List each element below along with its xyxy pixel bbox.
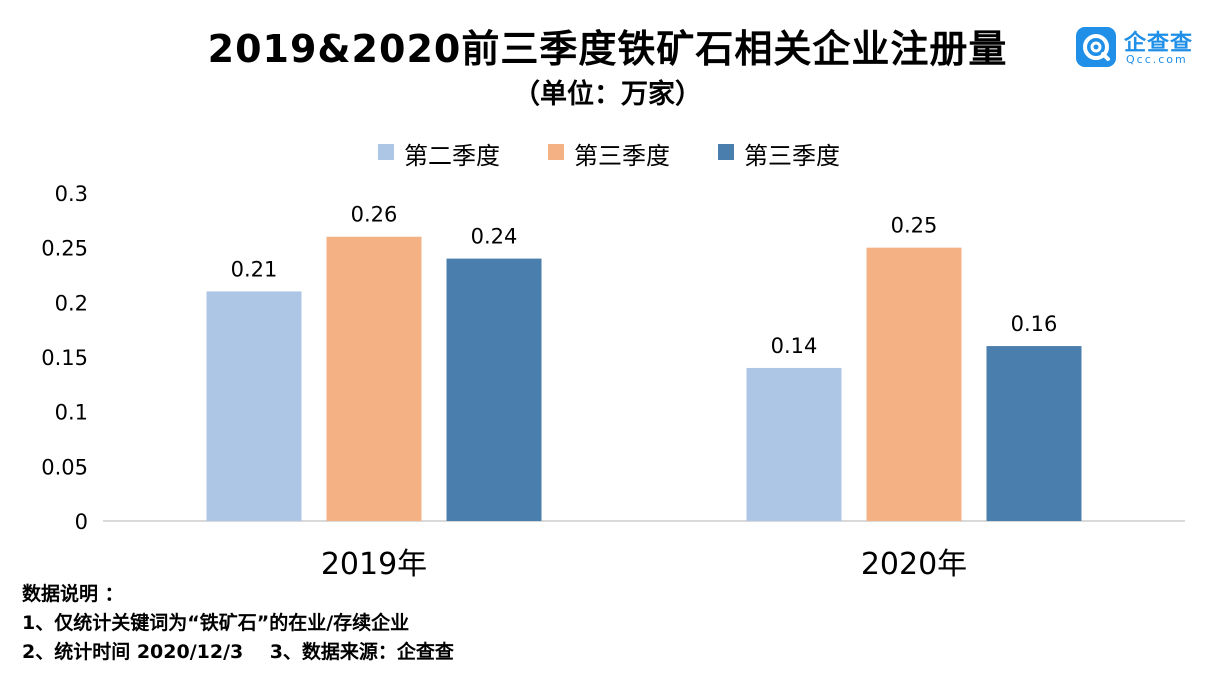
- bar-1-1: [206, 291, 302, 521]
- data-notes: 数据说明 ： 1、仅统计关键词为“铁矿石”的在业/存续企业 2、统计时间 202…: [22, 580, 454, 667]
- y-tick-label: 0.15: [41, 346, 88, 370]
- legend-label-q3b: 第三季度: [744, 142, 840, 170]
- y-tick-label: 0.3: [55, 182, 88, 206]
- brand-logo: 企查查 Qcc.com: [1076, 25, 1206, 71]
- bar-3-2: [986, 346, 1082, 521]
- y-tick-label: 0.1: [55, 401, 88, 425]
- logo-name: 企查查: [1124, 31, 1194, 56]
- legend-label-q3a: 第三季度: [574, 142, 670, 170]
- notes-line-2: 2、统计时间 2020/12/3 3、数据来源：企查查: [22, 641, 454, 663]
- notes-line-1: 1、仅统计关键词为“铁矿石”的在业/存续企业: [22, 612, 410, 634]
- legend-swatch-q2: [378, 144, 394, 160]
- notes-heading: 数据说明 ：: [22, 583, 124, 605]
- bar-2-2: [866, 247, 962, 521]
- data-label: 0.26: [351, 203, 398, 227]
- legend: 第二季度 第三季度 第三季度: [0, 136, 1215, 170]
- bar-3-1: [446, 258, 542, 521]
- x-category-label: 2020年: [861, 547, 967, 580]
- bar-1-2: [746, 367, 842, 521]
- y-tick-label: 0.25: [41, 237, 88, 261]
- x-category-label: 2019年: [321, 547, 427, 580]
- bar-2-1: [326, 236, 422, 521]
- chart-title: 2019&2020前三季度铁矿石相关企业注册量: [207, 27, 1008, 71]
- bar-chart: 0 0.05 0.1 0.15 0.2 0.25 0.3 0.21 0.14 0.26 0.25 0.…: [41, 182, 1185, 580]
- legend-swatch-q3b: [718, 144, 734, 160]
- y-tick-label: 0: [75, 510, 88, 534]
- chart-subtitle: （单位：万家）: [513, 79, 702, 110]
- y-tick-label: 0.2: [55, 291, 88, 315]
- legend-swatch-q3a: [548, 144, 564, 160]
- data-label: 0.14: [771, 334, 818, 358]
- logo-domain: Qcc.com: [1126, 53, 1188, 66]
- legend-label-q2: 第二季度: [404, 142, 500, 170]
- data-label: 0.21: [231, 257, 278, 281]
- data-label: 0.25: [891, 214, 938, 238]
- data-label: 0.24: [471, 225, 518, 249]
- qcc-logo-icon: [1076, 27, 1116, 67]
- y-tick-label: 0.05: [41, 455, 88, 479]
- data-label: 0.16: [1011, 312, 1058, 336]
